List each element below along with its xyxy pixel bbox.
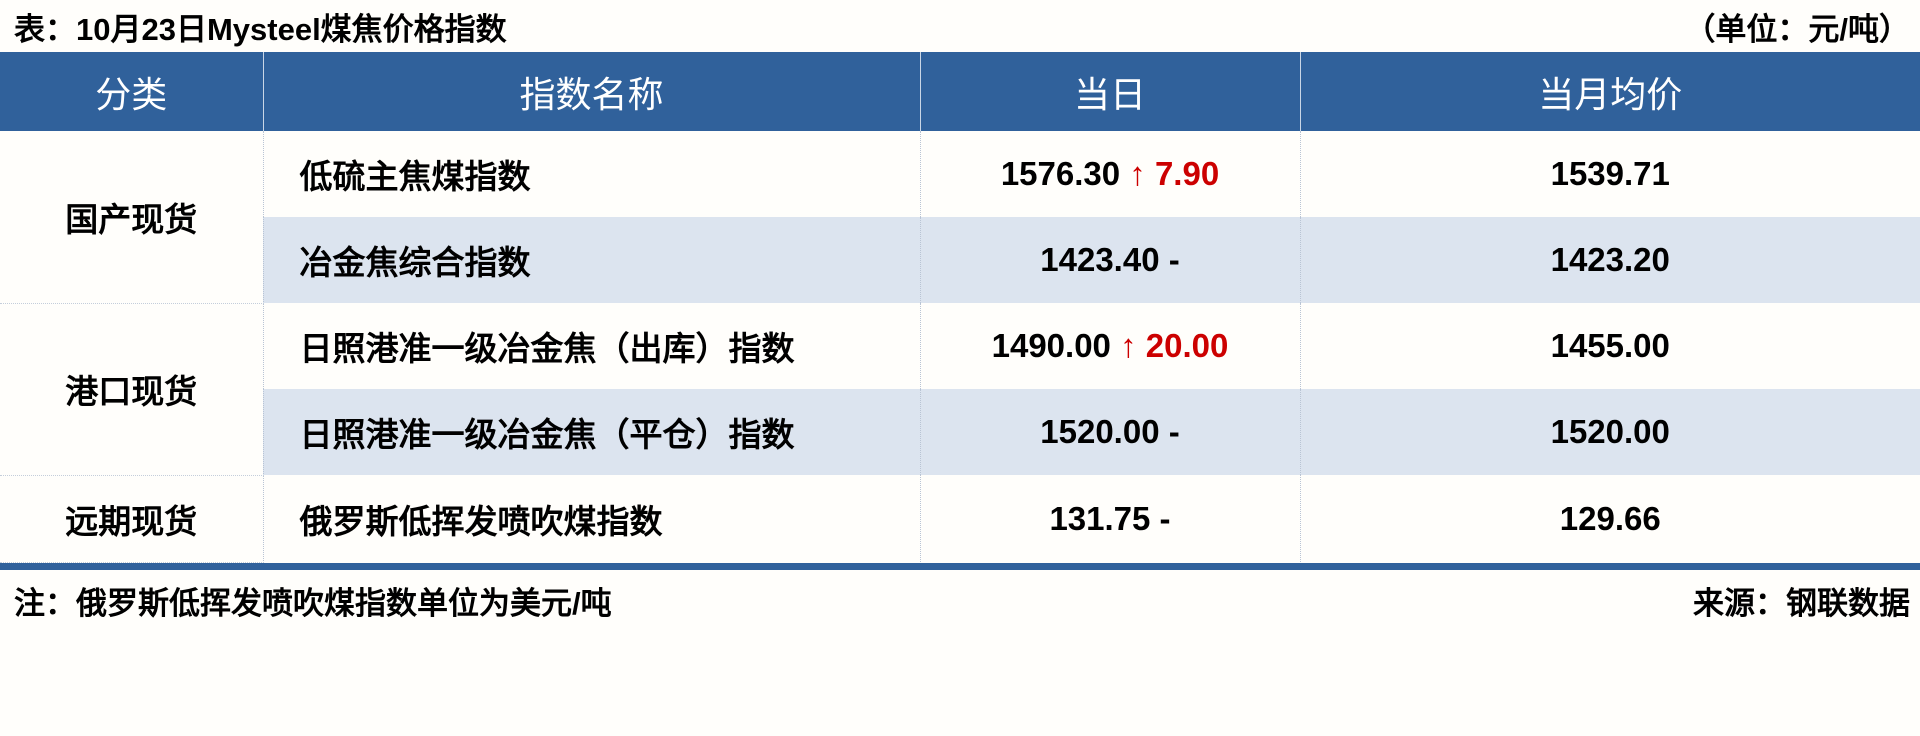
cell-today: 1423.40 -: [920, 217, 1301, 303]
footnote: 注：俄罗斯低挥发喷吹煤指数单位为美元/吨: [14, 586, 612, 621]
today-value: 1490.00: [991, 327, 1111, 364]
table-row: 日照港准一级冶金焦（平仓）指数 1520.00 - 1520.00: [0, 389, 1920, 475]
column-header-index-name: 指数名称: [263, 52, 921, 131]
cell-index-name: 冶金焦综合指数: [263, 217, 921, 303]
table-header: 分类 指数名称 当日 当月均价: [0, 52, 1920, 131]
source-label: 来源：钢联数据: [1693, 586, 1910, 621]
cell-today: 131.75 -: [920, 475, 1301, 562]
table-body: 国产现货 低硫主焦煤指数 1576.30 ↑ 7.90 1539.71 冶金焦综…: [0, 131, 1920, 563]
today-delta: -: [1168, 413, 1180, 450]
table-header-row: 分类 指数名称 当日 当月均价: [0, 52, 1920, 131]
cell-index-name: 日照港准一级冶金焦（平仓）指数: [263, 389, 921, 475]
table-row: 冶金焦综合指数 1423.40 - 1423.20: [0, 217, 1920, 303]
column-header-month-avg: 当月均价: [1300, 52, 1920, 131]
table-bottom-rule: [0, 562, 1920, 570]
cell-month-avg: 129.66: [1300, 475, 1920, 562]
today-value: 1576.30: [1000, 155, 1121, 192]
today-value: 131.75: [1049, 499, 1151, 537]
arrow-up-icon: ↑: [1120, 327, 1137, 364]
cell-month-avg: 1423.20: [1300, 217, 1920, 303]
table-row: 国产现货 低硫主焦煤指数 1576.30 ↑ 7.90 1539.71: [0, 131, 1920, 304]
today-value: 1423.40: [1040, 241, 1160, 278]
unit-label: （单位：元/吨）: [1684, 11, 1910, 47]
cell-index-name: 日照港准一级冶金焦（出库）指数: [263, 303, 921, 389]
cell-month-avg: 1455.00: [1300, 303, 1920, 389]
table-row: 港口现货 日照港准一级冶金焦（出库）指数 1490.00 ↑ 20.00 145…: [0, 303, 1920, 476]
cell-index-name: 低硫主焦煤指数: [263, 131, 921, 217]
today-delta: 20.00: [1145, 327, 1229, 364]
column-header-category: 分类: [0, 52, 264, 131]
today-delta: 7.90: [1154, 155, 1220, 192]
cell-category: 远期现货: [0, 475, 264, 563]
cell-category: 国产现货: [0, 131, 264, 304]
cell-month-avg: 1520.00: [1300, 389, 1920, 475]
price-index-table: 分类 指数名称 当日 当月均价 国产现货 低硫主焦煤指数 1576.30 ↑ 7…: [0, 52, 1920, 563]
table-row: 远期现货 俄罗斯低挥发喷吹煤指数 131.75 - 129.66: [0, 475, 1920, 563]
today-delta: -: [1168, 241, 1180, 278]
today-delta: -: [1159, 499, 1171, 537]
cell-index-name: 俄罗斯低挥发喷吹煤指数: [263, 475, 921, 562]
today-value: 1520.00: [1040, 413, 1160, 450]
cell-today: 1490.00 ↑ 20.00: [920, 303, 1301, 389]
footer-row: 注：俄罗斯低挥发喷吹煤指数单位为美元/吨 来源：钢联数据: [0, 570, 1920, 632]
cell-month-avg: 1539.71: [1300, 131, 1920, 217]
page-title: 表：10月23日Mysteel煤焦价格指数: [14, 11, 507, 47]
caption-row: 表：10月23日Mysteel煤焦价格指数 （单位：元/吨）: [0, 0, 1920, 52]
column-header-today: 当日: [920, 52, 1301, 131]
cell-today: 1520.00 -: [920, 389, 1301, 475]
cell-category: 港口现货: [0, 303, 264, 476]
cell-today: 1576.30 ↑ 7.90: [920, 131, 1301, 217]
arrow-up-icon: ↑: [1129, 155, 1146, 192]
